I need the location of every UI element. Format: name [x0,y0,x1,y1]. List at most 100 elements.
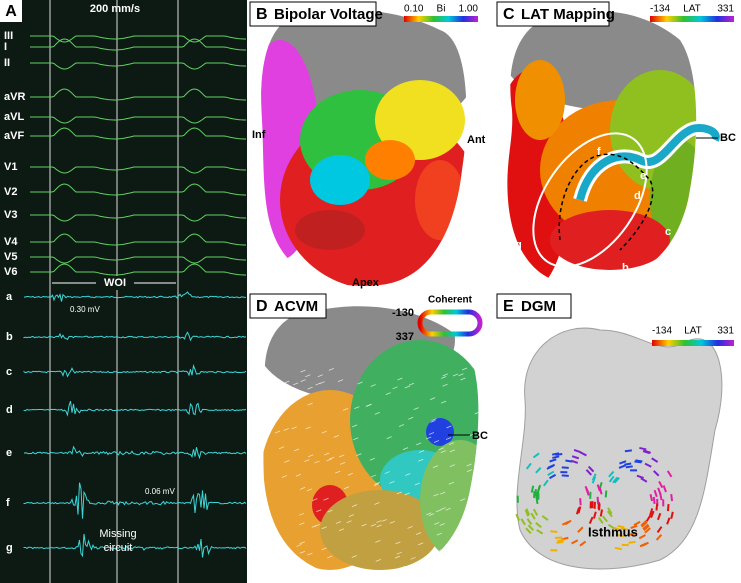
vector-arrow [474,411,479,415]
vector-arrow [398,424,405,427]
egm-trace [23,363,247,378]
vector-arrow [392,386,398,390]
channel-label: c [6,366,12,378]
scale-min: -130 [392,307,414,319]
propagation-vector [535,467,542,474]
scale-name: Bi [437,4,446,15]
propagation-vector [588,516,594,524]
vector-arrow [333,435,339,438]
propagation-vector [608,470,615,478]
vector-arrow [298,512,305,516]
vector-arrow [375,559,381,562]
propagation-vector [524,509,530,517]
propagation-vector [607,507,613,515]
propagation-vector [617,533,625,538]
vector-arrow [299,541,305,545]
propagation-vector [535,496,539,504]
vector-arrow [314,524,320,527]
propagation-vector [530,512,536,520]
propagation-vector [624,462,632,466]
propagation-vector [525,462,532,470]
vector-arrow [432,465,439,468]
propagation-vector [541,515,549,521]
panel-title: Bipolar Voltage [274,6,383,23]
vector-arrow [440,450,446,454]
propagation-vector [642,523,649,530]
propagation-vector [579,540,587,547]
propagation-vector [662,485,667,493]
propagation-vector [614,527,622,532]
propagation-vector [636,474,644,479]
vector-arrow [407,526,413,529]
propagation-vector [651,457,659,463]
vector-arrow [321,547,327,551]
propagation-vector [549,473,557,480]
scale-name: LAT [684,326,702,337]
sweep-speed: 200 mm/s [90,3,140,15]
propagation-vector [643,449,652,454]
vector-arrow [347,472,354,476]
vector-arrow [305,374,311,378]
lead-label: aVF [4,130,24,142]
color-scale [650,16,734,22]
vector-arrow [469,433,475,437]
vector-arrow [438,447,444,451]
vector-arrow [343,486,350,490]
lead-label: I [4,41,7,53]
vector-arrow [339,461,346,465]
amplitude-f: 0.06 mV [145,487,175,496]
vector-arrow [374,502,380,505]
vector-arrow [307,386,313,390]
vector-arrow [434,522,440,525]
ecg-trace [30,35,246,43]
propagation-vector [606,510,613,518]
propagation-vector [577,506,582,514]
chamber-mesh [516,327,723,570]
vector-arrow [299,522,305,526]
vector-arrow [441,376,447,379]
propagation-vector [638,534,646,540]
vector-arrow [346,520,352,524]
scale-max: 331 [717,4,734,15]
vector-arrow [440,507,446,510]
panel-title: DGM [521,298,556,315]
scale-min: 0.10 [404,4,424,15]
vector-arrow [328,367,334,371]
vector-arrow [283,428,289,431]
vector-arrow [418,458,424,462]
propagation-vector [644,462,652,468]
propagation-vector [592,511,597,519]
vector-arrow [416,442,422,446]
vector-arrow [409,565,415,568]
propagation-vector [649,508,654,516]
channel-label: e [6,447,12,459]
vector-arrow [405,473,411,476]
vector-arrow [295,473,302,477]
vector-arrow [433,493,439,497]
propagation-vector [561,520,570,526]
egm-trace [23,445,247,460]
missing-label-2: circuit [104,542,133,554]
vector-arrow [381,519,387,522]
channel-label: a [6,291,13,303]
vector-arrow [431,418,437,422]
propagation-vector [557,538,565,542]
propagation-vector [573,449,581,454]
vector-arrow [413,407,419,411]
vector-arrow [373,483,380,486]
propagation-vector [653,489,658,498]
ecg-trace [30,127,246,140]
channel-label: b [6,331,13,343]
vector-arrow [281,475,287,478]
vector-arrow [361,523,367,527]
propagation-vector [652,496,656,505]
propagation-vector [618,464,626,469]
orientation-label: Apex [352,277,380,289]
vector-arrow [324,452,330,456]
propagation-vector [608,475,615,483]
lead-label: V1 [4,161,17,173]
propagation-vector [628,540,636,544]
missing-label-1: Missing [99,528,136,540]
vector-arrow [321,526,327,530]
